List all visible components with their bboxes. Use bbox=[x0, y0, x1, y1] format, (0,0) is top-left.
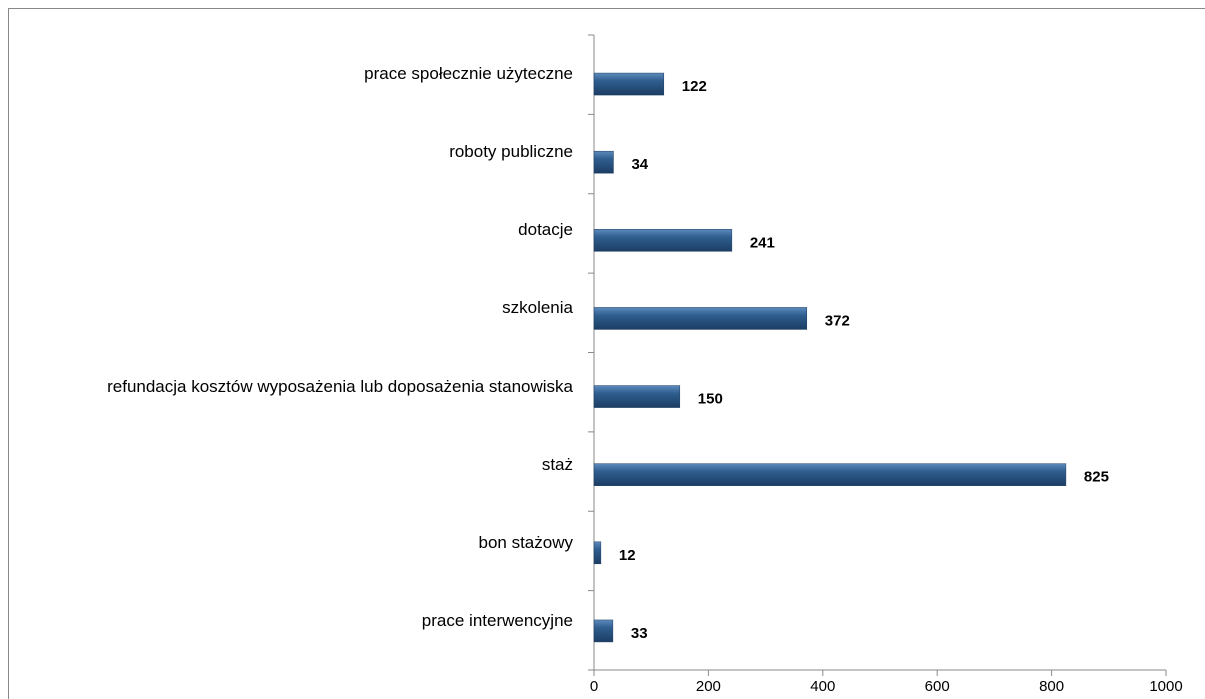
value-label: 150 bbox=[698, 391, 723, 408]
x-tick-label: 600 bbox=[925, 678, 950, 695]
bar bbox=[593, 619, 614, 643]
bar bbox=[593, 307, 808, 330]
chart-border bbox=[8, 8, 1205, 699]
bar bbox=[593, 150, 614, 174]
bar bbox=[593, 463, 1067, 486]
value-label: 12 bbox=[619, 547, 636, 564]
value-label: 122 bbox=[682, 78, 707, 95]
bar bbox=[593, 385, 681, 408]
value-label: 372 bbox=[825, 312, 850, 329]
value-label: 825 bbox=[1084, 469, 1109, 486]
x-tick-label: 800 bbox=[1039, 678, 1064, 695]
value-label: 241 bbox=[750, 234, 775, 251]
bar bbox=[593, 541, 602, 565]
value-label: 33 bbox=[631, 625, 648, 642]
y-tick-label: refundacja kosztów wyposażenia lub dopos… bbox=[107, 376, 573, 396]
x-tick-label: 1000 bbox=[1149, 678, 1182, 695]
bar bbox=[593, 72, 665, 96]
y-tick-label: prace interwencyjne bbox=[421, 610, 573, 630]
y-tick-label: prace społecznie użyteczne bbox=[364, 64, 573, 84]
value-label: 34 bbox=[631, 156, 648, 173]
bar bbox=[593, 229, 733, 252]
y-tick-label: staż bbox=[541, 454, 573, 474]
y-tick-label: roboty publiczne bbox=[449, 142, 573, 162]
y-tick-label: bon stażowy bbox=[478, 532, 574, 552]
x-tick-label: 200 bbox=[696, 678, 721, 695]
y-tick-label: szkolenia bbox=[502, 298, 573, 318]
x-tick-label: 0 bbox=[590, 678, 598, 695]
x-tick-label: 400 bbox=[810, 678, 835, 695]
y-tick-label: dotacje bbox=[518, 220, 573, 240]
